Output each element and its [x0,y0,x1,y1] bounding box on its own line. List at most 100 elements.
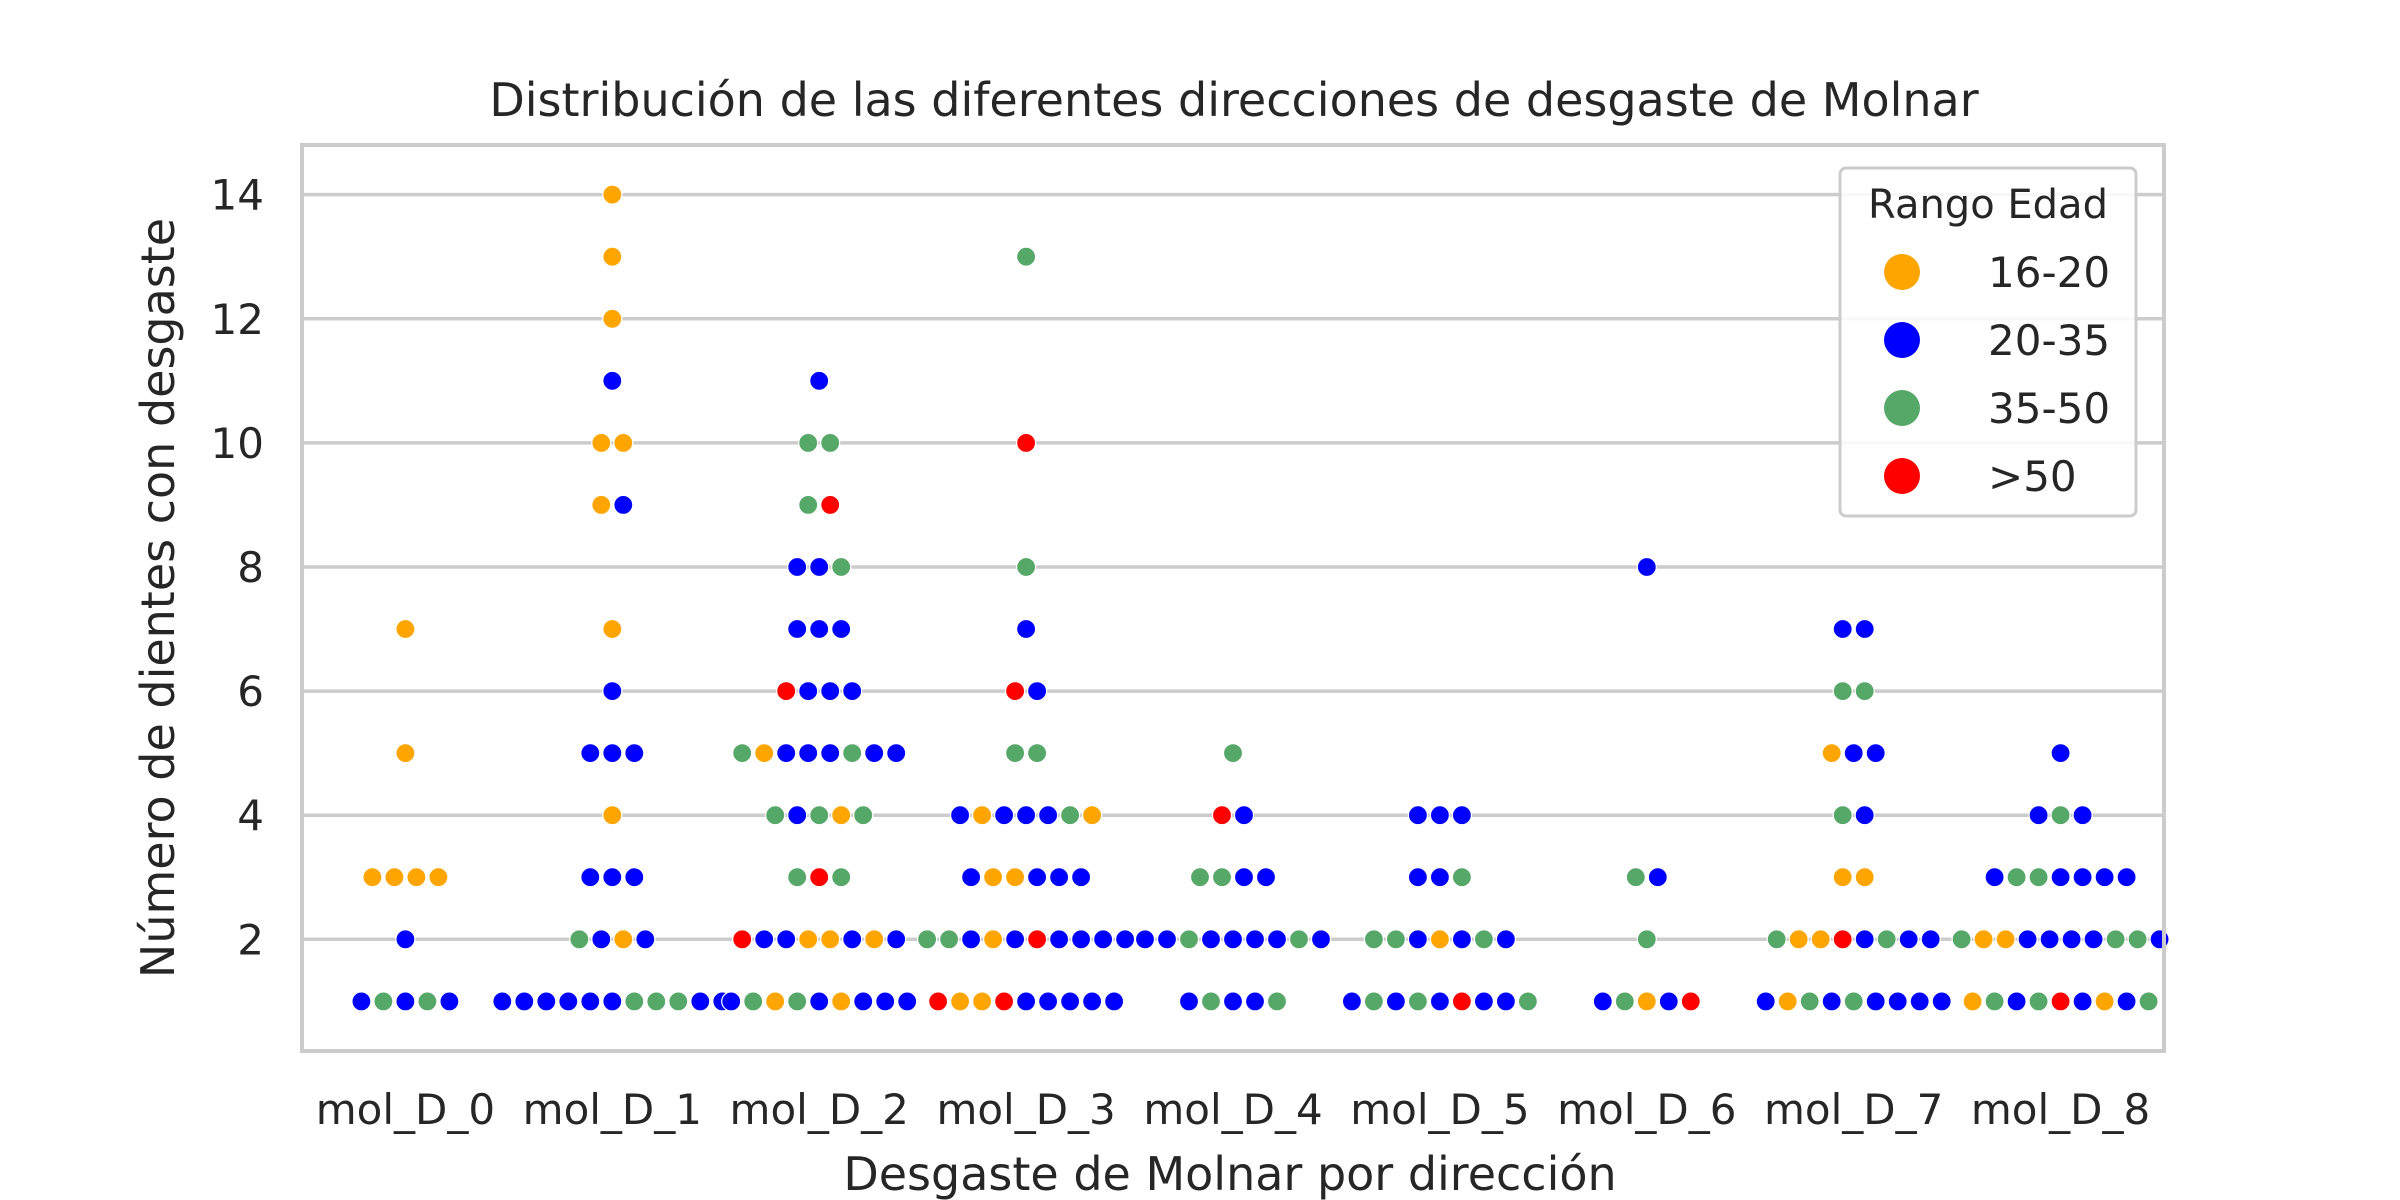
y-tick-label: 14 [211,171,264,220]
y-tick-label: 8 [237,543,264,592]
data-point [1647,867,1668,888]
data-point [1059,805,1081,826]
data-point [1495,929,1517,950]
data-point [569,929,590,950]
data-point [820,494,841,515]
data-point [754,742,775,764]
data-point [1015,556,1037,578]
data-point [1081,991,1103,1012]
data-point [1909,991,1930,1012]
data-point [1473,991,1495,1012]
data-point [1832,867,1853,888]
data-point [1614,991,1635,1012]
data-point [1865,991,1886,1012]
data-point [1854,618,1875,640]
x-tick-label: mol_D_2 [730,1085,909,1134]
data-point [635,929,656,950]
data-point [602,184,623,205]
x-tick-label: mol_D_8 [1971,1085,2150,1134]
legend-label: 16-20 [1988,248,2110,297]
data-point [1799,991,1820,1012]
plot-frame [300,143,2166,1053]
y-tick-label: 10 [211,419,264,468]
data-point [624,991,645,1012]
data-point [1288,929,1310,950]
data-point [886,929,907,950]
data-point [1134,929,1156,950]
x-tick-label: mol_D_7 [1764,1085,1943,1134]
data-point [875,991,896,1012]
data-point [831,805,852,826]
data-point [1004,929,1026,950]
data-point [2061,929,2082,950]
data-point [1625,867,1646,888]
data-point [417,991,438,1012]
legend-entries: 16-20 20-35 35-50 >50 [1884,248,2110,501]
data-point [690,991,711,1012]
legend-label: 20-35 [1988,316,2110,365]
data-point [842,929,863,950]
data-point [2050,867,2071,888]
data-point [1015,805,1037,826]
data-point [1821,991,1842,1012]
data-point [1407,867,1429,888]
x-tick-label: mol_D_1 [523,1085,702,1134]
data-point [668,991,689,1012]
legend-marker [1884,254,1920,290]
data-point [373,991,394,1012]
legend-label: >50 [1988,452,2077,501]
data-point [787,991,808,1012]
data-point [1070,929,1092,950]
data-point [1951,929,1972,950]
data-point [982,929,1004,950]
data-point [1854,867,1875,888]
data-point [809,618,830,640]
data-point [2017,929,2038,950]
x-tick-label: mol_D_3 [936,1085,1115,1134]
data-point [1026,867,1048,888]
data-point [1429,805,1451,826]
data-point [1788,929,1809,950]
data-point [624,867,645,888]
data-point [916,929,938,950]
data-point [1451,991,1473,1012]
data-point [831,618,852,640]
data-point [798,432,819,453]
data-point [864,929,885,950]
data-point [591,929,612,950]
data-point [1843,742,1864,764]
data-point [1810,929,1831,950]
data-point [798,494,819,515]
data-point [2072,867,2093,888]
data-point [558,991,579,1012]
data-point [1821,742,1842,764]
data-point [395,991,416,1012]
data-point [351,991,372,1012]
data-point [1015,246,1037,267]
y-tick-label: 12 [211,295,264,344]
y-axis-label: Número de dientes con desgaste [131,218,185,978]
data-point [2127,929,2148,950]
data-point [1854,680,1875,702]
data-point [1026,680,1048,702]
data-point [960,867,982,888]
data-point [395,742,416,764]
data-point [536,991,557,1012]
data-point [2006,867,2027,888]
data-point [732,742,753,764]
data-point [362,867,383,888]
data-point [831,991,852,1012]
data-point [2072,991,2093,1012]
data-point [2050,742,2071,764]
data-point [1015,618,1037,640]
data-point [960,929,982,950]
y-tick-label: 6 [237,667,264,716]
data-point [580,991,601,1012]
data-point [1429,867,1451,888]
data-point [809,556,830,578]
data-point [949,805,971,826]
data-point [1407,929,1429,950]
legend-marker [1884,390,1920,426]
data-point [1015,432,1037,453]
data-point [2094,991,2115,1012]
